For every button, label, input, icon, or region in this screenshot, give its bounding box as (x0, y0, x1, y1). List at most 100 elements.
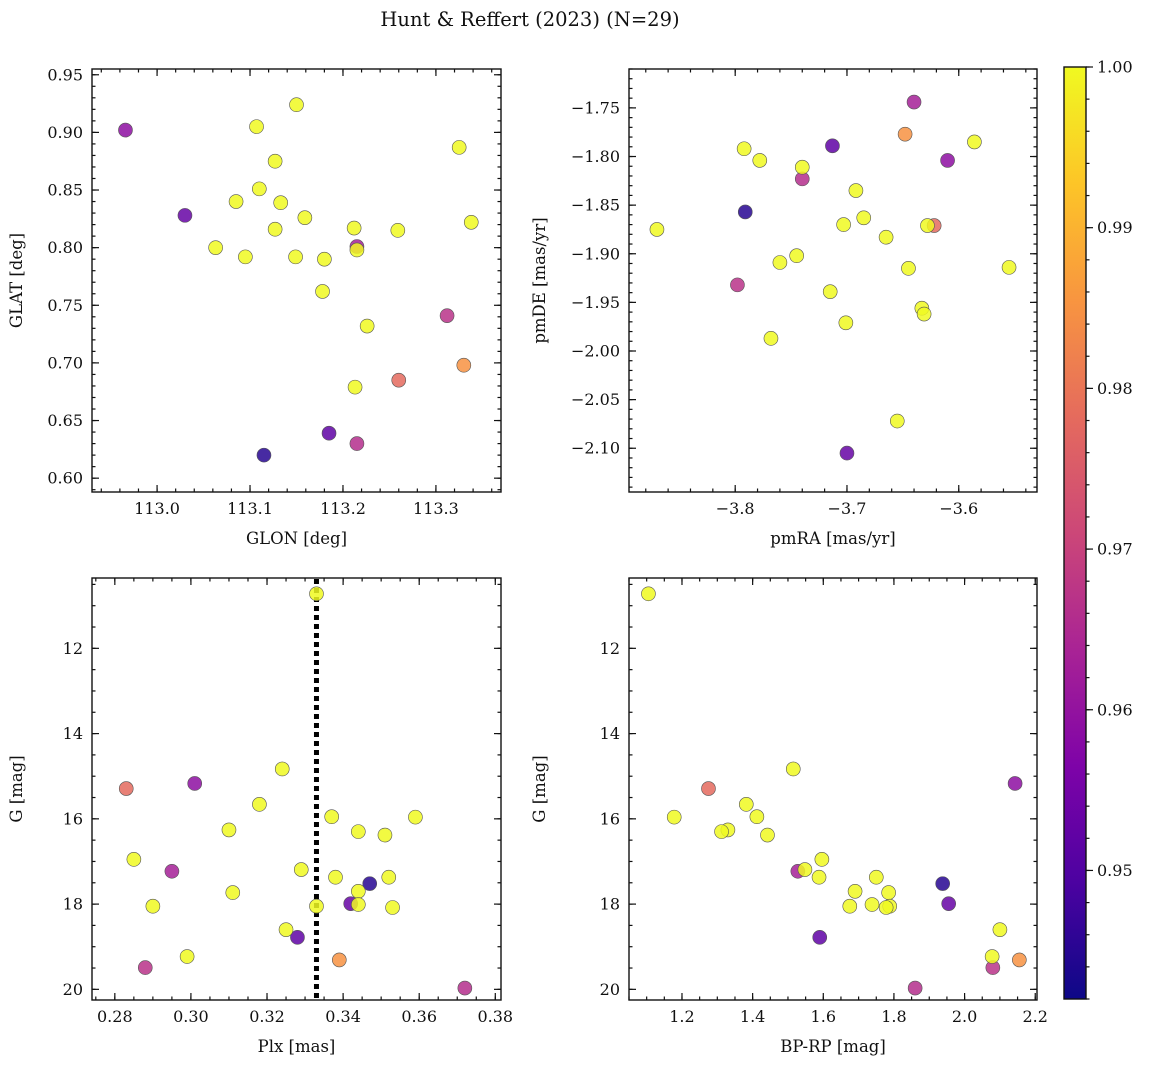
data-point (221, 822, 237, 838)
data-point (785, 761, 801, 777)
data-point (897, 126, 913, 142)
data-point (814, 852, 830, 867)
data-point (878, 900, 894, 915)
data-point (463, 214, 479, 230)
data-point (935, 876, 950, 891)
axes-frame (91, 68, 502, 493)
data-point (347, 379, 363, 395)
x-tick-label: 0.30 (173, 1007, 209, 1026)
colorbar-tick-label: 0.97 (1097, 540, 1133, 559)
x-tick-label: 1.8 (881, 1007, 906, 1026)
data-point (137, 960, 153, 975)
data-point (439, 308, 455, 323)
data-point (391, 372, 407, 388)
data-point (847, 884, 863, 899)
data-point (385, 900, 400, 915)
colorbar-tick-label: 0.95 (1097, 861, 1133, 880)
data-point (714, 824, 729, 839)
x-axis-label: GLON [deg] (246, 529, 347, 548)
data-point (967, 134, 982, 150)
data-point (346, 220, 362, 236)
y-tick-label: 12 (600, 639, 620, 658)
data-point (381, 869, 397, 885)
x-tick-label: 113.3 (413, 499, 459, 518)
y-tick-label: 14 (63, 724, 83, 743)
y-tick-label: −1.80 (571, 147, 620, 166)
data-point (763, 331, 779, 346)
data-point (208, 240, 223, 255)
y-tick-label: 0.65 (47, 411, 83, 430)
data-point (760, 827, 775, 843)
data-point (752, 153, 768, 168)
scatter-points (641, 586, 1027, 996)
data-point (736, 141, 752, 157)
x-tick-label: 2.2 (1023, 1007, 1048, 1026)
data-point (881, 885, 896, 900)
data-point (118, 122, 133, 138)
data-point (145, 898, 161, 914)
data-point (332, 952, 347, 968)
x-axis-label: BP-RP [mag] (780, 1037, 886, 1056)
data-point (889, 413, 905, 429)
y-tick-label: 0.60 (47, 469, 83, 488)
data-point (825, 138, 840, 154)
x-tick-label: −3.7 (828, 499, 867, 518)
data-point (349, 436, 365, 451)
y-tick-label: 0.70 (47, 353, 83, 372)
data-point (164, 863, 180, 879)
colorbar-frame (1063, 66, 1087, 1000)
data-point (797, 862, 813, 877)
data-point (187, 776, 203, 791)
data-point (362, 876, 378, 891)
data-point (737, 204, 753, 220)
data-point (349, 242, 365, 258)
data-point (252, 181, 267, 197)
panel-proper-motion: −3.8 −3.7 −3.6 −2.10 −2.05 −2.00 −1.95 −1.90 −1.… (530, 68, 1038, 548)
x-tick-label: 113.0 (134, 499, 180, 518)
data-point (789, 248, 804, 264)
y-tick-label: 0.75 (47, 296, 83, 315)
x-tick-label: 0.36 (401, 1007, 437, 1026)
y-axis-label: GLAT [deg] (7, 233, 26, 328)
y-tick-label: 16 (600, 809, 620, 828)
data-point (267, 221, 283, 237)
data-point (649, 222, 665, 237)
y-tick-label: 0.85 (47, 181, 83, 200)
data-point (1007, 776, 1023, 791)
minor-ticks (629, 68, 1037, 492)
y-tick-label: 20 (63, 980, 83, 999)
data-point (451, 140, 467, 155)
data-point (992, 922, 1008, 937)
data-point (351, 897, 366, 912)
x-tick-label: 113.2 (320, 499, 366, 518)
data-point (359, 318, 375, 334)
data-point (179, 949, 195, 964)
data-point (252, 797, 267, 812)
data-point (328, 869, 343, 885)
data-point (293, 862, 309, 877)
data-point (225, 885, 241, 900)
colorbar-tick-label: 1.00 (1097, 58, 1133, 77)
data-point (290, 930, 305, 945)
y-tick-label: 14 (600, 724, 620, 743)
data-point (856, 210, 872, 226)
y-tick-label: 12 (63, 639, 83, 658)
data-point (321, 425, 337, 441)
data-point (228, 194, 244, 209)
y-tick-label: 18 (63, 895, 83, 914)
y-tick-label: −2.00 (571, 342, 620, 361)
data-point (641, 586, 656, 602)
y-tick-label: 18 (600, 895, 620, 914)
data-point (289, 97, 304, 113)
x-tick-label: 0.32 (249, 1007, 285, 1026)
x-tick-label: 1.2 (669, 1007, 694, 1026)
data-point (730, 277, 745, 293)
data-point (941, 896, 956, 911)
x-tick-label: 0.38 (477, 1007, 513, 1026)
colorbar-tick-label: 0.98 (1097, 379, 1133, 398)
data-point (177, 208, 193, 223)
data-point (1012, 952, 1027, 968)
x-tick-label: −3.8 (716, 499, 755, 518)
y-tick-label: −1.85 (571, 196, 620, 215)
